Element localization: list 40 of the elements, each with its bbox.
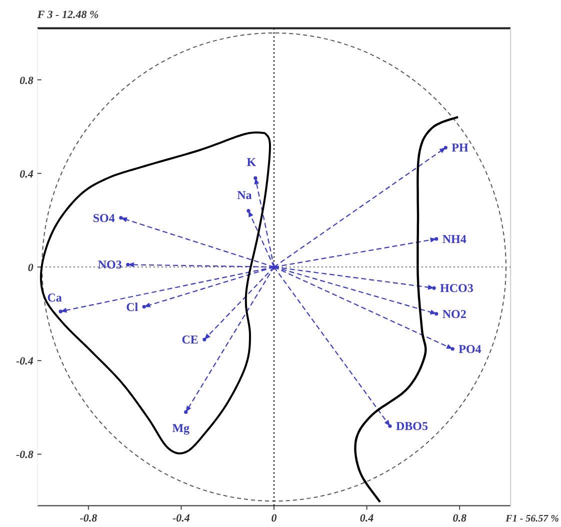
annotation: NO3 — [98, 258, 122, 272]
annotation: CE — [182, 332, 198, 347]
annotation: PO4 — [458, 342, 482, 356]
point — [202, 338, 206, 342]
point — [432, 286, 436, 290]
point — [126, 262, 130, 266]
point — [434, 312, 438, 316]
point — [246, 209, 250, 213]
point — [450, 347, 454, 351]
annotation: Mg — [172, 421, 190, 436]
x-axis-title: F1 - 56.57 % — [504, 514, 559, 525]
point — [142, 304, 146, 309]
annotation: HCO3 — [440, 281, 474, 296]
x-tick-label: 0 — [271, 512, 278, 525]
point — [58, 310, 62, 314]
annotation: PH — [452, 140, 469, 155]
annotation: Ca — [47, 290, 62, 304]
y-tick-label: -0.4 — [16, 356, 34, 368]
annotation: SO4 — [92, 210, 115, 225]
annotation: Cl — [126, 300, 139, 314]
point — [388, 424, 392, 428]
annotation: NO2 — [442, 306, 466, 321]
annotation: NH4 — [442, 232, 466, 246]
annotation: K — [246, 155, 257, 170]
y-tick-label: 0.4 — [20, 168, 34, 180]
annotation: Na — [237, 188, 252, 202]
point — [119, 216, 123, 220]
x-tick-label: -0.4 — [172, 512, 190, 525]
y-axis-title: F 3 - 12.48 % — [36, 9, 99, 21]
point — [254, 176, 258, 180]
point — [184, 410, 188, 414]
x-tick-label: -0.8 — [80, 512, 98, 525]
x-tick-label: 0.4 — [360, 512, 374, 525]
x-tick-label: 0.8 — [452, 512, 467, 525]
y-tick-label: 0 — [28, 262, 34, 274]
y-tick-label: 0.8 — [20, 74, 34, 87]
y-tick-label: -0.8 — [16, 449, 34, 462]
annotation: DBO5 — [396, 419, 428, 434]
point — [434, 237, 438, 241]
point — [444, 146, 448, 150]
